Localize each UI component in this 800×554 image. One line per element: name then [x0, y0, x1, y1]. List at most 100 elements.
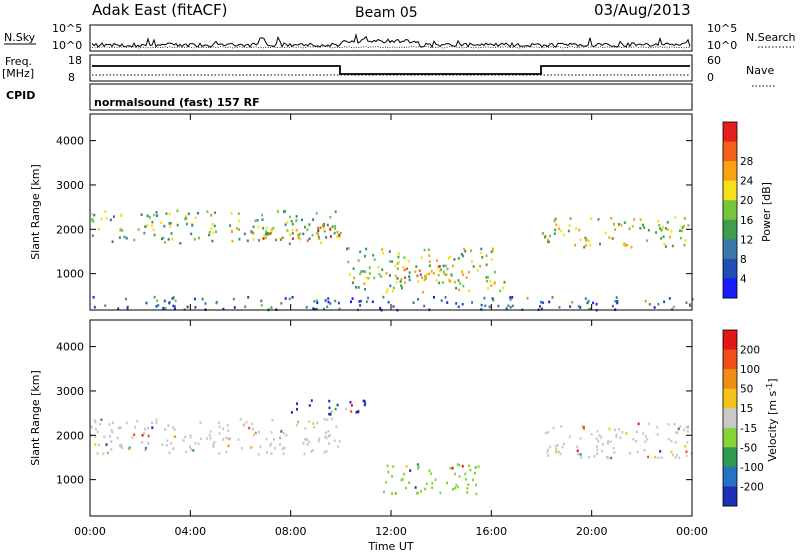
heatmap-cell [546, 238, 549, 242]
heatmap-cell [547, 240, 550, 244]
heatmap-cell [443, 272, 446, 276]
heatmap-cell [335, 425, 338, 429]
heatmap-cell [579, 306, 582, 309]
heatmap-cell [91, 217, 94, 221]
heatmap-cell [467, 483, 470, 486]
heatmap-cell [218, 432, 221, 435]
heatmap-cell [667, 437, 670, 441]
heatmap-cell [333, 439, 336, 442]
heatmap-cell [576, 449, 579, 453]
heatmap-cell [265, 437, 268, 441]
heatmap-cell [230, 229, 233, 233]
heatmap-cell [165, 212, 168, 215]
heatmap-cell [403, 256, 406, 259]
heatmap-cell [324, 435, 327, 438]
heatmap-cell [381, 268, 384, 271]
heatmap-cell [316, 301, 319, 305]
heatmap-cell [334, 227, 337, 230]
heatmap-cell [421, 276, 423, 279]
heatmap-cell [436, 259, 438, 262]
heatmap-cell [425, 482, 428, 486]
heatmap-cell [437, 265, 440, 269]
heatmap-cell [161, 443, 164, 446]
colorbar-tick-label: 16 [740, 215, 754, 227]
heatmap-cell [546, 450, 549, 454]
heatmap-cell [435, 279, 438, 282]
heatmap-cell [401, 286, 403, 290]
heatmap-cell [185, 222, 188, 226]
heatmap-cell [680, 229, 683, 233]
heatmap-cell [686, 430, 689, 433]
heatmap-cell [191, 222, 194, 226]
heatmap-cell [230, 212, 233, 215]
heatmap-cell [288, 297, 291, 301]
heatmap-cell [304, 438, 306, 441]
heatmap-cell [317, 235, 320, 239]
noise-search-trace [91, 46, 691, 49]
heatmap-cell [136, 420, 139, 423]
heatmap-cell [143, 231, 146, 235]
heatmap-cell [676, 431, 679, 434]
heatmap-cell [312, 218, 315, 221]
heatmap-cell [540, 300, 543, 304]
heatmap-cell [497, 304, 500, 308]
heatmap-cell [254, 431, 257, 435]
heatmap-cell [325, 450, 328, 453]
heatmap-cell [327, 434, 330, 438]
heatmap-cell [326, 223, 329, 227]
power-colorbar-label: Power [dB] [760, 182, 773, 242]
heatmap-cell [382, 252, 385, 255]
heatmap-cell [247, 296, 250, 299]
heatmap-cell [232, 297, 235, 301]
heatmap-cell [643, 449, 646, 452]
heatmap-cell [388, 250, 391, 253]
heatmap-cell [120, 445, 123, 449]
heatmap-cell [251, 422, 254, 426]
heatmap-cell [155, 421, 158, 425]
heatmap-cell [119, 444, 121, 447]
heatmap-cell [244, 305, 247, 308]
heatmap-cell [173, 428, 176, 431]
heatmap-cell [323, 228, 326, 231]
heatmap-cell [151, 421, 153, 424]
heatmap-cell [125, 236, 128, 240]
colorbar-segment [723, 200, 737, 221]
heatmap-cell [474, 471, 476, 475]
heatmap-cell [451, 488, 454, 491]
x-tick-label: 12:00 [375, 525, 407, 538]
noise-left-tick-top: 10^5 [52, 22, 82, 35]
heatmap-cell [316, 421, 319, 425]
heatmap-cell [428, 254, 431, 257]
heatmap-cell [642, 223, 644, 227]
heatmap-cell [548, 300, 551, 304]
heatmap-cell [408, 481, 411, 484]
heatmap-cell [505, 307, 508, 310]
freq-unit-label: [MHz] [2, 67, 34, 80]
heatmap-cell [215, 301, 218, 305]
heatmap-cell [171, 297, 174, 300]
heatmap-cell [423, 278, 426, 282]
heatmap-cell [382, 295, 385, 299]
heatmap-cell [172, 304, 175, 308]
heatmap-cell [428, 469, 431, 473]
heatmap-cell [368, 266, 371, 269]
heatmap-cell [675, 431, 678, 434]
heatmap-cell [295, 218, 298, 222]
heatmap-cell [351, 281, 354, 285]
heatmap-cell [623, 221, 626, 224]
heatmap-cell [305, 306, 308, 309]
heatmap-cell [222, 438, 225, 441]
heatmap-cell [295, 424, 298, 427]
heatmap-cell [303, 452, 306, 456]
heatmap-cell [392, 286, 395, 290]
heatmap-cell [444, 296, 447, 299]
heatmap-cell [201, 297, 204, 301]
heatmap-cell [419, 273, 422, 276]
heatmap-cell [111, 430, 114, 434]
heatmap-cell [334, 224, 337, 228]
colorbar-tick-label: 100 [740, 364, 760, 376]
heatmap-cell [664, 245, 667, 248]
heatmap-cell [677, 427, 680, 431]
heatmap-cell [316, 307, 318, 311]
heatmap-cell [439, 268, 442, 272]
